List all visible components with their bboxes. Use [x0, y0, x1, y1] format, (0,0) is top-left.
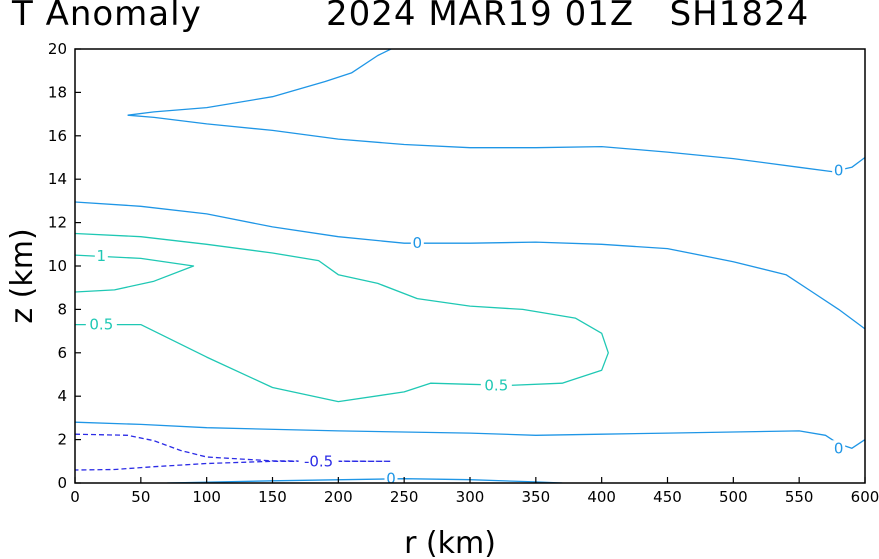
contour-line: [167, 478, 563, 483]
contour-label: 0: [413, 234, 423, 252]
contour-line: [75, 201, 865, 330]
y-tick-label: 20: [48, 40, 67, 58]
contour-label: -0.5: [304, 452, 333, 470]
x-axis: 0 50 100 150 200 250 300 350 400 450 500 550 600: [70, 477, 879, 506]
contour-labels: 0 0 0 0 0.5 0.5 1 -0.5: [85, 162, 846, 488]
contour-label-bg: [832, 440, 846, 457]
contour-label-bg: [480, 377, 512, 394]
contour-label: 0: [834, 162, 844, 180]
contour-line: [127, 114, 865, 173]
contour-label-bg: [94, 248, 108, 265]
chart-subtitle: 2024 MAR19 01Z SH1824: [326, 0, 810, 34]
y-tick-label: 0: [57, 474, 67, 492]
x-tick-label: 100: [192, 488, 221, 506]
contour-line: [75, 433, 392, 471]
contour-label-bg: [298, 453, 339, 470]
y-tick-label: 14: [48, 170, 67, 188]
y-axis: 0 2 4 6 8 10 12 14 16 18 20: [48, 40, 81, 492]
x-tick-label: 600: [851, 488, 879, 506]
y-tick-label: 18: [48, 83, 67, 101]
contour-lines: [75, 49, 865, 483]
x-tick-label: 250: [390, 488, 419, 506]
y-tick-label: 4: [57, 387, 67, 405]
x-tick-label: 200: [324, 488, 353, 506]
contour-line: [75, 254, 195, 293]
y-tick-label: 8: [57, 300, 67, 318]
contour-label: 1: [97, 247, 107, 265]
x-tick-label: 150: [258, 488, 287, 506]
y-tick-label: 12: [48, 214, 67, 232]
y-tick-label: 2: [57, 431, 67, 449]
chart-title: T Anomaly: [12, 0, 202, 34]
contour-label: 0.5: [484, 376, 508, 394]
x-tick-label: 450: [653, 488, 682, 506]
y-tick-label: 10: [48, 257, 67, 275]
y-tick-label: 16: [48, 127, 67, 145]
x-tick-label: 500: [719, 488, 748, 506]
contour-line: [127, 49, 392, 116]
contour-label: 0.5: [89, 316, 113, 334]
contour-label-bg: [85, 316, 117, 333]
y-tick-label: 6: [57, 344, 67, 362]
x-tick-label: 550: [785, 488, 814, 506]
x-tick-label: 300: [456, 488, 485, 506]
x-axis-title: r (km): [404, 526, 496, 559]
contour-line: [75, 232, 609, 403]
x-tick-label: 0: [70, 488, 80, 506]
contour-line: [75, 421, 865, 449]
contour-label-bg: [410, 235, 424, 252]
contour-label: 0: [834, 439, 844, 457]
y-axis-title: z (km): [5, 228, 40, 323]
contour-label: 0: [386, 470, 396, 488]
x-tick-label: 50: [131, 488, 150, 506]
contour-label-bg: [832, 162, 846, 179]
x-tick-label: 350: [522, 488, 551, 506]
x-tick-label: 400: [587, 488, 616, 506]
